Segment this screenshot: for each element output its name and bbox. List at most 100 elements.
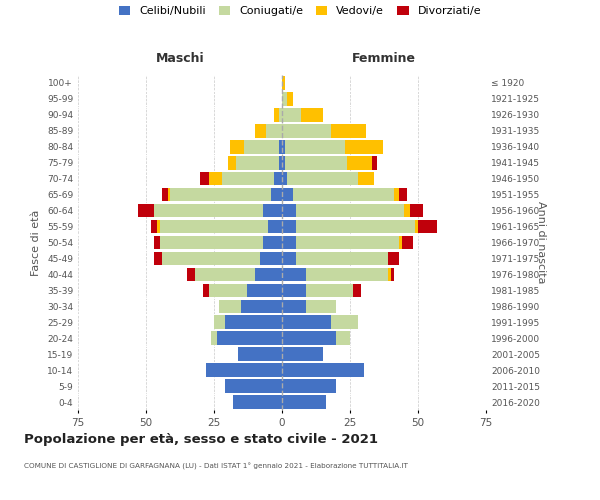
Bar — [282, 140, 285, 153]
Bar — [255, 124, 266, 138]
Bar — [263, 204, 282, 218]
Bar — [399, 188, 407, 202]
Text: Popolazione per età, sesso e stato civile - 2021: Popolazione per età, sesso e stato civil… — [24, 432, 378, 446]
Bar — [282, 76, 285, 90]
Bar — [282, 108, 301, 122]
Bar — [195, 268, 255, 281]
Bar — [163, 252, 260, 265]
Bar — [160, 236, 263, 250]
Bar — [285, 156, 347, 170]
Bar — [282, 236, 296, 250]
Y-axis label: Anni di nascita: Anni di nascita — [536, 201, 545, 284]
Bar — [399, 236, 401, 250]
Bar — [279, 108, 282, 122]
Legend: Celibi/Nubili, Coniugati/e, Vedovi/e, Divorziati/e: Celibi/Nubili, Coniugati/e, Vedovi/e, Di… — [119, 6, 481, 16]
Bar — [233, 395, 282, 409]
Bar — [287, 172, 358, 186]
Bar — [247, 284, 282, 297]
Bar — [209, 284, 247, 297]
Bar — [211, 332, 217, 345]
Bar — [296, 252, 388, 265]
Bar — [203, 284, 209, 297]
Bar — [266, 124, 282, 138]
Bar — [187, 268, 195, 281]
Bar — [282, 252, 296, 265]
Bar — [337, 332, 350, 345]
Bar — [209, 172, 222, 186]
Bar — [282, 156, 285, 170]
Bar — [372, 156, 377, 170]
Bar — [282, 124, 331, 138]
Bar — [138, 204, 154, 218]
Bar — [220, 300, 241, 313]
Bar — [244, 140, 279, 153]
Bar — [296, 236, 399, 250]
Bar — [347, 156, 372, 170]
Bar — [293, 188, 394, 202]
Bar — [282, 332, 337, 345]
Bar — [282, 348, 323, 361]
Bar — [282, 380, 337, 393]
Bar — [154, 236, 160, 250]
Bar — [260, 252, 282, 265]
Bar — [154, 252, 163, 265]
Bar — [282, 284, 307, 297]
Bar — [206, 364, 282, 377]
Bar — [353, 284, 361, 297]
Bar — [200, 172, 209, 186]
Bar — [418, 220, 437, 234]
Bar — [394, 188, 399, 202]
Bar — [388, 252, 399, 265]
Bar — [296, 204, 404, 218]
Bar — [227, 156, 236, 170]
Bar — [282, 316, 331, 329]
Bar — [307, 284, 353, 297]
Bar — [287, 92, 293, 106]
Y-axis label: Fasce di età: Fasce di età — [31, 210, 41, 276]
Bar — [331, 124, 367, 138]
Bar — [168, 188, 170, 202]
Bar — [285, 140, 344, 153]
Bar — [282, 268, 307, 281]
Text: COMUNE DI CASTIGLIONE DI GARFAGNANA (LU) - Dati ISTAT 1° gennaio 2021 - Elaboraz: COMUNE DI CASTIGLIONE DI GARFAGNANA (LU)… — [24, 462, 408, 469]
Bar — [282, 188, 293, 202]
Bar — [217, 332, 282, 345]
Bar — [388, 268, 391, 281]
Bar — [157, 220, 160, 234]
Bar — [410, 204, 424, 218]
Bar — [391, 268, 394, 281]
Bar — [263, 236, 282, 250]
Bar — [236, 156, 279, 170]
Bar — [358, 172, 374, 186]
Bar — [271, 188, 282, 202]
Bar — [225, 380, 282, 393]
Bar — [344, 140, 383, 153]
Bar — [331, 316, 358, 329]
Bar — [274, 172, 282, 186]
Bar — [296, 220, 415, 234]
Bar — [154, 204, 263, 218]
Bar — [282, 364, 364, 377]
Bar — [238, 348, 282, 361]
Bar — [307, 300, 337, 313]
Bar — [282, 395, 326, 409]
Bar — [282, 204, 296, 218]
Bar — [160, 220, 268, 234]
Bar — [279, 140, 282, 153]
Bar — [222, 172, 274, 186]
Bar — [268, 220, 282, 234]
Text: Maschi: Maschi — [155, 52, 205, 65]
Bar — [151, 220, 157, 234]
Bar — [214, 316, 225, 329]
Bar — [274, 108, 279, 122]
Bar — [282, 172, 287, 186]
Bar — [282, 220, 296, 234]
Bar — [282, 92, 287, 106]
Bar — [404, 204, 410, 218]
Bar — [279, 156, 282, 170]
Bar — [301, 108, 323, 122]
Bar — [241, 300, 282, 313]
Bar — [163, 188, 168, 202]
Bar — [415, 220, 418, 234]
Text: Femmine: Femmine — [352, 52, 416, 65]
